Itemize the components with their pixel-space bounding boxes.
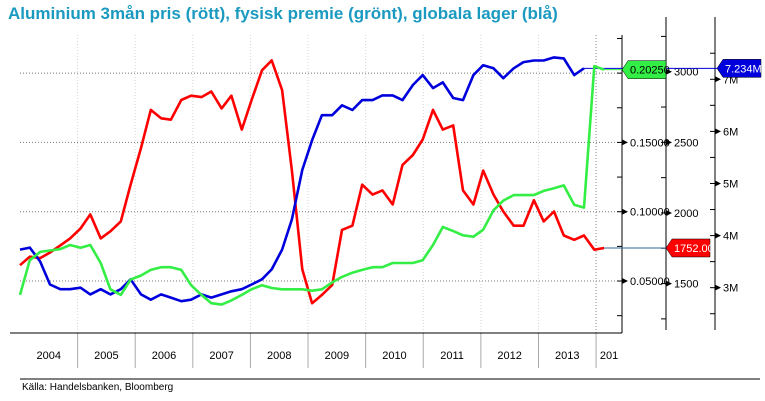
chart-title: Aluminium 3mån pris (rött), fysisk premi… <box>8 4 558 23</box>
price-tick-label: 2000 <box>674 208 698 220</box>
last-value-label-premium: 0.20250 <box>630 65 670 77</box>
stocks-tick-label: 6M <box>723 126 738 138</box>
source-note: Källa: Handelsbanken, Bloomberg <box>22 382 174 393</box>
stocks-tick-marker <box>715 128 721 135</box>
x-tick-label: 2011 <box>440 350 464 362</box>
x-tick-label: 2008 <box>267 350 291 362</box>
last-value-tag-price <box>665 238 711 258</box>
last-value-tag-stocks <box>716 59 762 78</box>
price-tick-marker <box>666 280 672 287</box>
last-value-tag-premium <box>621 60 667 79</box>
premium-tick-label: 0.10000 <box>630 207 670 219</box>
x-tick-label: 2005 <box>94 350 118 362</box>
x-tick-label: 2009 <box>325 350 349 362</box>
x-tick-label: 2013 <box>555 350 579 362</box>
series-line-premium <box>18 64 605 306</box>
series-line-price <box>19 59 605 305</box>
premium-tick-label: 0.15000 <box>630 137 670 149</box>
premium-tick-marker <box>622 278 628 285</box>
x-tick-label: 2006 <box>152 350 176 362</box>
price-tick-marker <box>666 209 672 216</box>
x-tick-label: 2012 <box>497 350 521 362</box>
x-tick-label: 201 <box>600 350 618 362</box>
stocks-tick-marker <box>715 180 721 187</box>
premium-tick-label: 0.05000 <box>630 276 670 288</box>
last-value-label-price: 1752.00 <box>674 243 714 255</box>
premium-tick-marker <box>622 208 628 215</box>
stocks-tick-label: 3M <box>723 283 738 295</box>
series-line-stocks <box>19 56 585 303</box>
stocks-tick-marker <box>715 232 721 239</box>
price-tick-label: 2500 <box>674 137 698 149</box>
price-tick-marker <box>666 139 672 146</box>
x-tick-label: 2010 <box>382 350 406 362</box>
stocks-tick-marker <box>715 76 721 83</box>
price-tick-label: 3000 <box>674 67 698 79</box>
x-tick-label: 2004 <box>37 350 61 362</box>
x-tick-label: 2007 <box>209 350 233 362</box>
stocks-tick-label: 4M <box>723 231 738 243</box>
last-value-label-stocks: 7.234M <box>725 63 762 75</box>
price-tick-label: 1500 <box>674 279 698 291</box>
premium-tick-marker <box>622 139 628 146</box>
price-tick-marker <box>666 68 672 75</box>
stocks-tick-label: 5M <box>723 178 738 190</box>
stocks-tick-marker <box>715 284 721 291</box>
